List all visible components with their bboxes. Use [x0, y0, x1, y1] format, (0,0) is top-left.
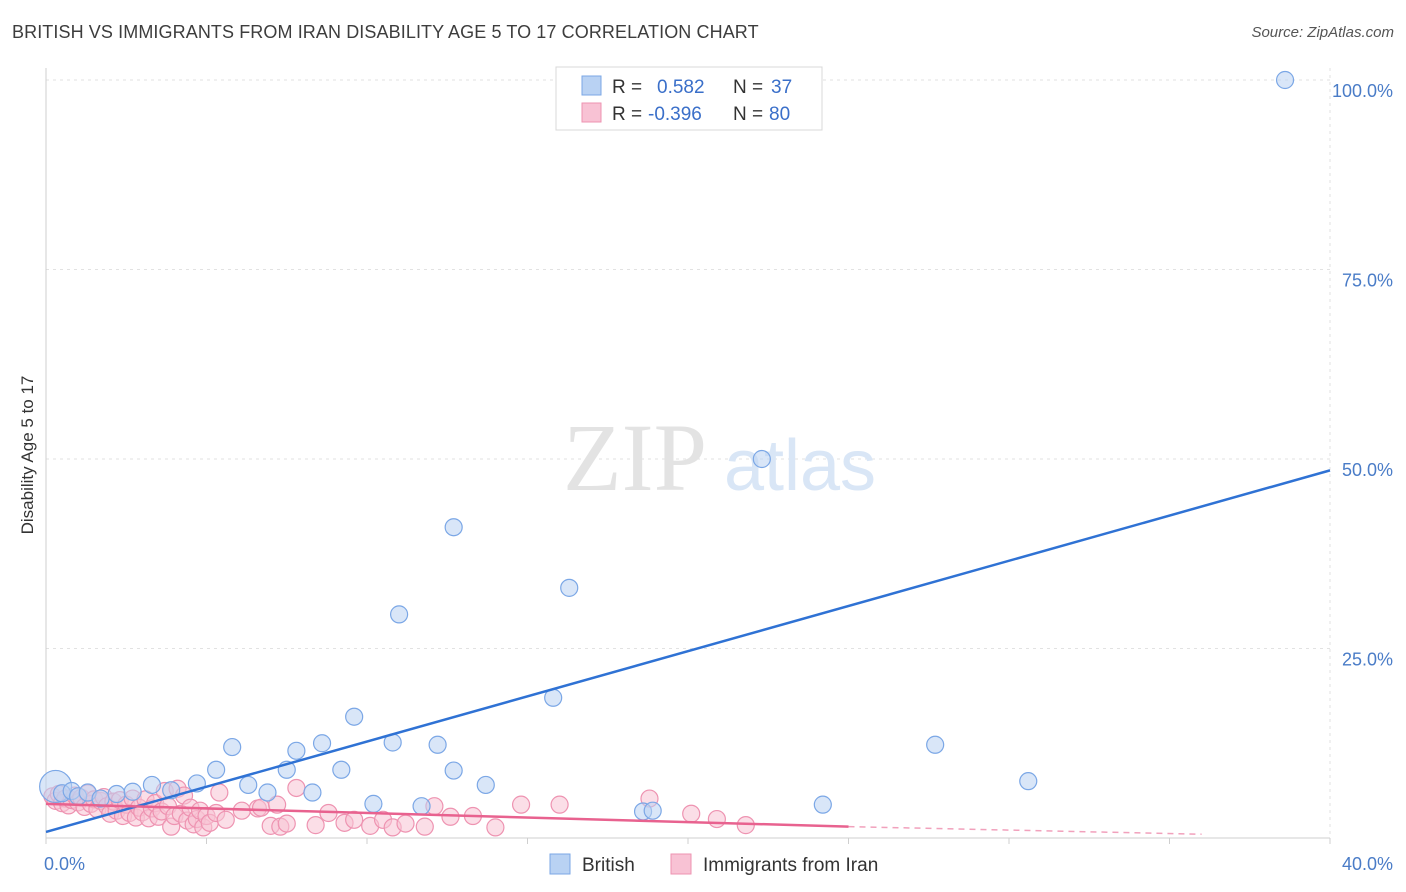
british-point [926, 735, 945, 754]
british-point [560, 578, 579, 597]
british-point [303, 783, 322, 802]
watermark-atlas: atlas [724, 426, 876, 506]
british-point [390, 605, 409, 624]
legend-label-iran: Immigrants from Iran [703, 855, 878, 876]
iran-point [486, 818, 505, 837]
british-point [258, 783, 277, 802]
british-point [444, 518, 463, 537]
iran-point [345, 810, 364, 829]
british-point [332, 760, 351, 779]
british-point [1275, 70, 1295, 90]
stats-r-value-iran: -0.396 [648, 104, 702, 125]
y-tick-label: 75.0% [1342, 271, 1393, 291]
legend-label-british: British [582, 855, 635, 876]
british-point [444, 761, 463, 780]
grid [46, 68, 1331, 838]
iran-point [216, 810, 235, 829]
iran-point [415, 817, 434, 836]
x-tick-label: 0.0% [44, 854, 85, 874]
british-point [223, 737, 242, 757]
chart-source: Source: ZipAtlas.com [1251, 24, 1394, 41]
stats-r-label-iran: R = [612, 104, 642, 125]
british-point [312, 734, 332, 753]
iran-point [511, 795, 531, 814]
y-tick-label: 100.0% [1332, 81, 1393, 101]
watermark-zip: ZIP [563, 404, 707, 511]
iran-point [287, 778, 306, 798]
iran-trend-line [45, 802, 849, 828]
british-point [239, 775, 258, 795]
iran-point [268, 795, 287, 814]
iran-point [707, 809, 726, 829]
british-point [813, 795, 832, 814]
axis-ticks: 25.0% 50.0% 75.0% 100.0% 0.0% 40.0% [44, 81, 1393, 874]
stats-n-label-british: N = [733, 77, 763, 98]
y-tick-label: 50.0% [1342, 460, 1393, 480]
iran-point [251, 798, 271, 817]
british-point [428, 735, 447, 754]
stats-n-value-british: 37 [771, 77, 792, 98]
british-point [643, 801, 662, 820]
stats-legend-swatch-british [581, 75, 602, 96]
chart-title: BRITISH VS IMMIGRANTS FROM IRAN DISABILI… [12, 22, 759, 42]
y-tick-label: 25.0% [1342, 650, 1393, 670]
iran-trend-extension [848, 825, 1202, 835]
x-tick-label: 40.0% [1342, 854, 1393, 874]
british-point [345, 707, 364, 726]
british-point [142, 775, 162, 795]
british-point [364, 794, 383, 813]
british-point [123, 782, 142, 801]
iran-point [306, 816, 325, 835]
british-point [752, 449, 771, 469]
british-point [287, 741, 306, 760]
stats-n-label-iran: N = [733, 104, 763, 125]
british-point [1019, 772, 1038, 791]
british-point [107, 784, 126, 804]
stats-n-value-iran: 80 [769, 104, 790, 125]
stats-legend-swatch-iran [581, 102, 602, 123]
stats-legend: R = 0.582 N = 37 R = -0.396 N = 80 [555, 66, 823, 131]
legend-swatch-iran [670, 853, 692, 875]
iran-point [396, 814, 415, 833]
iran-point [277, 814, 296, 833]
stats-r-value-british: 0.582 [657, 77, 705, 98]
series-legend: British Immigrants from Iran [549, 853, 878, 876]
british-trend-line [45, 469, 1331, 834]
british-point [412, 797, 431, 816]
iran-point [441, 807, 460, 826]
stats-r-label-british: R = [612, 77, 642, 98]
watermark: ZIP atlas [563, 404, 876, 511]
british-point [476, 775, 495, 795]
iran-point [210, 783, 229, 802]
legend-swatch-british [549, 853, 571, 875]
british-point [207, 760, 226, 779]
trend-lines [45, 469, 1331, 835]
iran-point [550, 795, 569, 814]
iran-point [682, 804, 701, 823]
